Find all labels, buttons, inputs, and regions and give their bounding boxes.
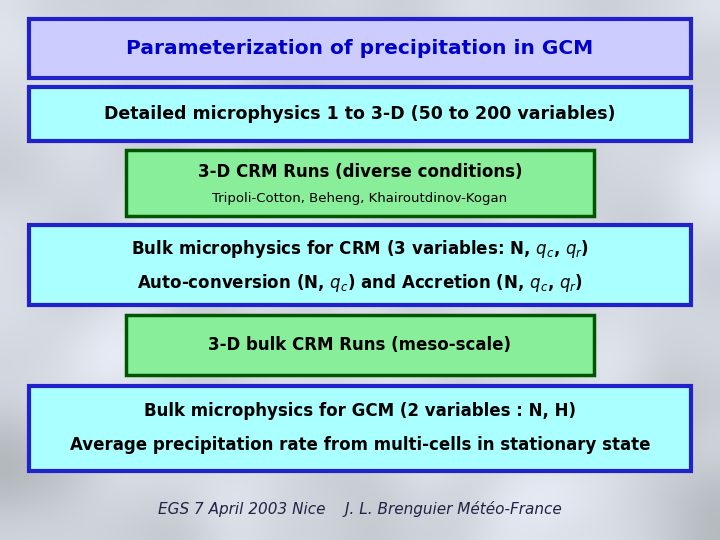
Text: Auto-conversion (N, $q_c$) and Accretion (N, $q_c$, $q_r$): Auto-conversion (N, $q_c$) and Accretion… (137, 272, 583, 294)
Text: Bulk microphysics for CRM (3 variables: N, $q_c$, $q_r$): Bulk microphysics for CRM (3 variables: … (131, 238, 589, 260)
Text: Detailed microphysics 1 to 3-D (50 to 200 variables): Detailed microphysics 1 to 3-D (50 to 20… (104, 105, 616, 124)
Text: Average precipitation rate from multi-cells in stationary state: Average precipitation rate from multi-ce… (70, 436, 650, 454)
FancyBboxPatch shape (29, 87, 691, 141)
Text: Parameterization of precipitation in GCM: Parameterization of precipitation in GCM (127, 39, 593, 58)
FancyBboxPatch shape (29, 386, 691, 471)
Text: 3-D bulk CRM Runs (meso-scale): 3-D bulk CRM Runs (meso-scale) (209, 336, 511, 354)
FancyBboxPatch shape (29, 225, 691, 305)
FancyBboxPatch shape (126, 150, 594, 216)
Text: Tripoli-Cotton, Beheng, Khairoutdinov-Kogan: Tripoli-Cotton, Beheng, Khairoutdinov-Ko… (212, 192, 508, 205)
FancyBboxPatch shape (29, 19, 691, 78)
Text: EGS 7 April 2003 Nice    J. L. Brenguier Météo-France: EGS 7 April 2003 Nice J. L. Brenguier Mé… (158, 501, 562, 517)
FancyBboxPatch shape (126, 315, 594, 375)
Text: 3-D CRM Runs (diverse conditions): 3-D CRM Runs (diverse conditions) (198, 163, 522, 181)
Text: Bulk microphysics for GCM (2 variables : N, H): Bulk microphysics for GCM (2 variables :… (144, 402, 576, 420)
